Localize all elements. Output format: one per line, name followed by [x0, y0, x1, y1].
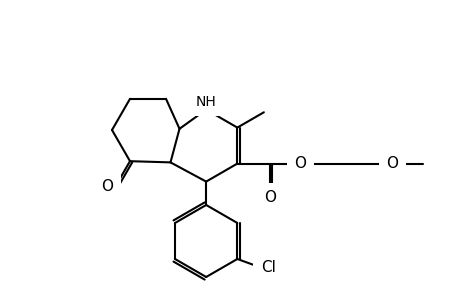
- Text: Cl: Cl: [260, 260, 275, 275]
- Text: O: O: [385, 156, 397, 171]
- Text: O: O: [263, 190, 275, 205]
- Text: O: O: [294, 156, 306, 171]
- Text: O: O: [101, 179, 113, 194]
- Text: NH: NH: [196, 94, 216, 109]
